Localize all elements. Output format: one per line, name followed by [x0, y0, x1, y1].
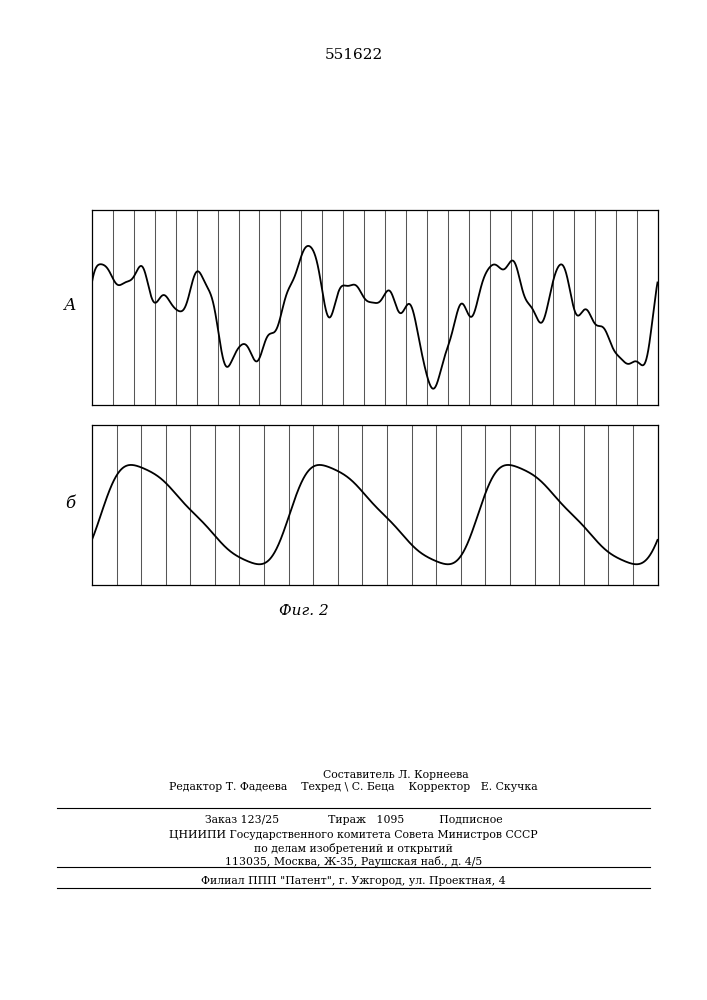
Text: А: А [64, 296, 77, 314]
Text: 113035, Москва, Ж-35, Раушская наб., д. 4/5: 113035, Москва, Ж-35, Раушская наб., д. … [225, 856, 482, 867]
Text: ЦНИИПИ Государственного комитета Совета Министров СССР: ЦНИИПИ Государственного комитета Совета … [169, 830, 538, 840]
Text: по делам изобретений и открытий: по делам изобретений и открытий [254, 843, 453, 854]
Text: Редактор Т. Фадеева    Техред \ С. Беца    Корректор   Е. Скучка: Редактор Т. Фадеева Техред \ С. Беца Кор… [169, 782, 538, 792]
Text: Фиг. 2: Фиг. 2 [279, 604, 329, 618]
Text: б: б [66, 494, 76, 512]
Text: Составитель Л. Корнеева: Составитель Л. Корнеева [323, 770, 469, 780]
Text: Филиал ППП "Патент", г. Ужгород, ул. Проектная, 4: Филиал ППП "Патент", г. Ужгород, ул. Про… [201, 876, 506, 886]
Text: 551622: 551622 [325, 48, 382, 62]
Text: Заказ 123/25              Тираж   1095          Подписное: Заказ 123/25 Тираж 1095 Подписное [205, 815, 502, 825]
